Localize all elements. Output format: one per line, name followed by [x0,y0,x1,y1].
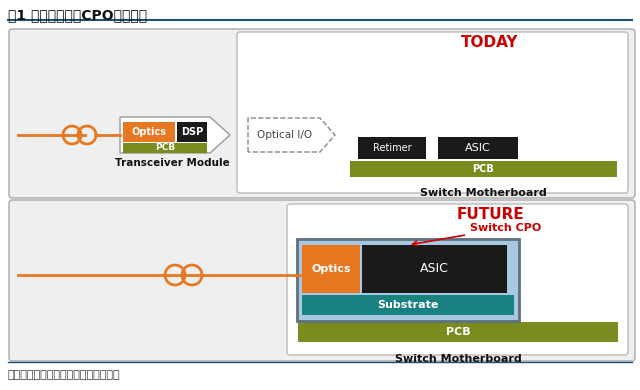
FancyBboxPatch shape [123,143,207,153]
Text: Optics: Optics [311,264,351,274]
FancyBboxPatch shape [362,245,507,293]
Text: PCB: PCB [155,144,175,152]
Polygon shape [120,117,230,153]
FancyBboxPatch shape [287,204,628,355]
FancyBboxPatch shape [123,122,175,142]
FancyBboxPatch shape [302,295,514,315]
Text: Optical I/O: Optical I/O [257,130,312,140]
FancyBboxPatch shape [302,245,360,293]
Text: Optics: Optics [131,127,166,137]
FancyBboxPatch shape [438,137,518,159]
FancyBboxPatch shape [237,32,628,193]
Text: 资料来源：博通官网、中航证券研究所: 资料来源：博通官网、中航证券研究所 [8,370,120,380]
FancyBboxPatch shape [298,322,618,342]
FancyBboxPatch shape [358,137,426,159]
Text: DSP: DSP [181,127,203,137]
Polygon shape [248,118,335,152]
Text: Retimer: Retimer [372,143,412,153]
Text: Substrate: Substrate [378,300,438,310]
Text: Transceiver Module: Transceiver Module [115,158,229,168]
Text: Switch Motherboard: Switch Motherboard [395,354,522,364]
FancyBboxPatch shape [350,161,617,177]
Text: Switch CPO: Switch CPO [413,223,541,246]
FancyBboxPatch shape [177,122,207,142]
FancyBboxPatch shape [297,239,519,321]
Text: TODAY: TODAY [461,35,519,50]
Text: 图1 光电共封装（CPO）原理图: 图1 光电共封装（CPO）原理图 [8,8,147,22]
Text: ASIC: ASIC [465,143,491,153]
FancyBboxPatch shape [9,29,635,198]
Text: PCB: PCB [445,327,470,337]
Text: PCB: PCB [472,164,494,174]
Text: FUTURE: FUTURE [456,207,524,222]
FancyBboxPatch shape [9,200,635,361]
Text: ASIC: ASIC [420,262,449,275]
Text: Switch Motherboard: Switch Motherboard [420,188,547,198]
